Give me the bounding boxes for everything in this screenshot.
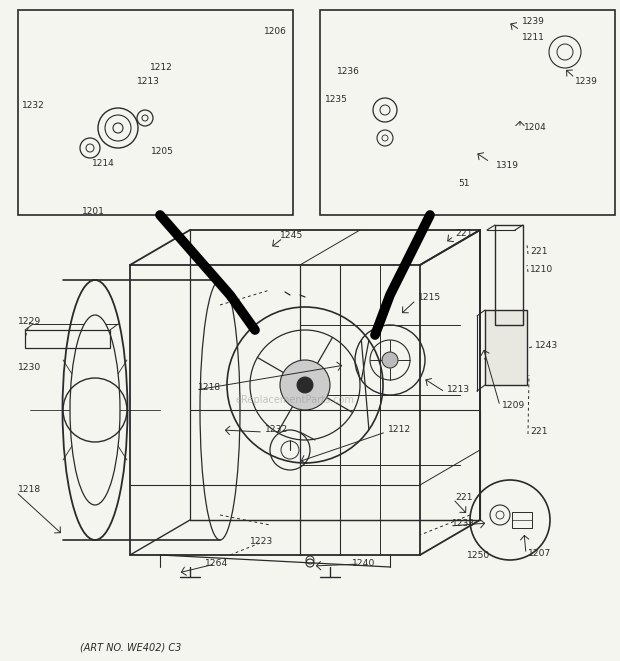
Text: 1232: 1232: [22, 100, 45, 110]
Text: 1264: 1264: [205, 559, 228, 568]
Text: 51: 51: [458, 178, 469, 188]
Text: 1207: 1207: [528, 549, 551, 557]
Text: 1229: 1229: [18, 317, 42, 327]
Text: 1201: 1201: [82, 208, 105, 217]
Bar: [485, 310, 527, 385]
Text: 1243: 1243: [535, 340, 558, 350]
Circle shape: [280, 360, 330, 410]
Text: 221: 221: [530, 428, 547, 436]
Text: 1233: 1233: [452, 520, 475, 529]
Text: 1213: 1213: [137, 77, 160, 87]
Bar: [25, 330, 110, 348]
Text: 1209: 1209: [502, 401, 525, 410]
Text: (ART NO. WE402) C3: (ART NO. WE402) C3: [80, 643, 182, 653]
Text: 1214: 1214: [92, 159, 115, 167]
Text: 1223: 1223: [250, 537, 273, 547]
Text: 1204: 1204: [524, 124, 547, 132]
Text: 1215: 1215: [418, 293, 441, 303]
Text: 221: 221: [530, 247, 547, 256]
Text: eReplacementParts.com: eReplacementParts.com: [236, 395, 355, 405]
Text: 1206: 1206: [264, 28, 287, 36]
Text: 1232: 1232: [265, 426, 288, 434]
Text: 1236: 1236: [337, 67, 360, 77]
Text: 1240: 1240: [352, 559, 375, 568]
Text: 1239: 1239: [522, 17, 545, 26]
Text: 1239: 1239: [575, 77, 598, 87]
Text: 1319: 1319: [496, 161, 519, 169]
Text: 1210: 1210: [530, 266, 553, 274]
Text: 1212: 1212: [388, 426, 411, 434]
Text: 1213: 1213: [447, 385, 470, 395]
Text: 1211: 1211: [522, 34, 545, 42]
Bar: [512, 512, 532, 528]
Ellipse shape: [70, 315, 120, 505]
Text: 1245: 1245: [280, 231, 303, 239]
Bar: [320, 10, 615, 215]
Circle shape: [382, 352, 398, 368]
Text: 221: 221: [455, 229, 472, 237]
Bar: [18, 10, 293, 215]
Bar: [495, 225, 523, 325]
Text: 1218: 1218: [18, 485, 41, 494]
Text: 1230: 1230: [18, 364, 42, 373]
Text: 221: 221: [455, 492, 472, 502]
Text: 1250: 1250: [467, 551, 490, 561]
Text: 1212: 1212: [150, 63, 173, 73]
Text: 1218: 1218: [198, 383, 221, 393]
Text: 1235: 1235: [325, 95, 348, 104]
Circle shape: [297, 377, 313, 393]
Text: 1205: 1205: [151, 147, 174, 157]
